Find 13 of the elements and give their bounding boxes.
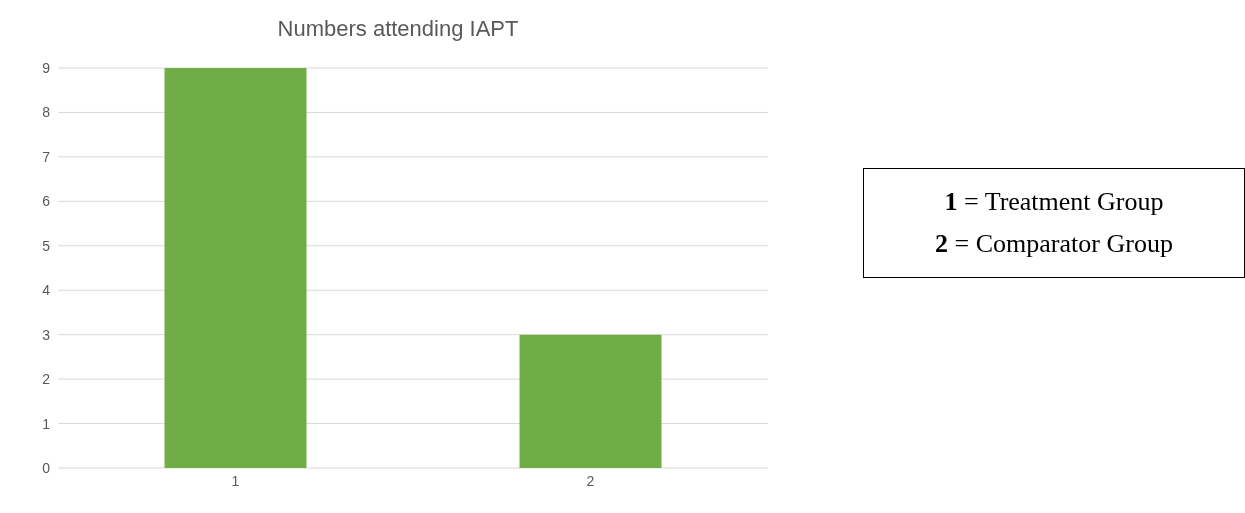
chart-title: Numbers attending IAPT (276, 16, 520, 42)
y-tick-label: 5 (42, 237, 51, 254)
text: 2 = Comparator Group (934, 228, 1174, 260)
y-tick-label: 7 (42, 148, 51, 165)
y-tick-label: 9 (42, 59, 51, 76)
y-tick-label: 3 (42, 326, 51, 343)
y-tick-label: 1 (42, 415, 51, 432)
y-tick-label: 6 (42, 193, 51, 210)
y-tick-label: 2 (42, 371, 51, 388)
y-tick-label: 4 (42, 282, 51, 299)
text: 1 = Treatment Group (943, 186, 1165, 218)
y-tick-label: 8 (42, 104, 51, 121)
y-tick-label: 0 (42, 459, 51, 476)
